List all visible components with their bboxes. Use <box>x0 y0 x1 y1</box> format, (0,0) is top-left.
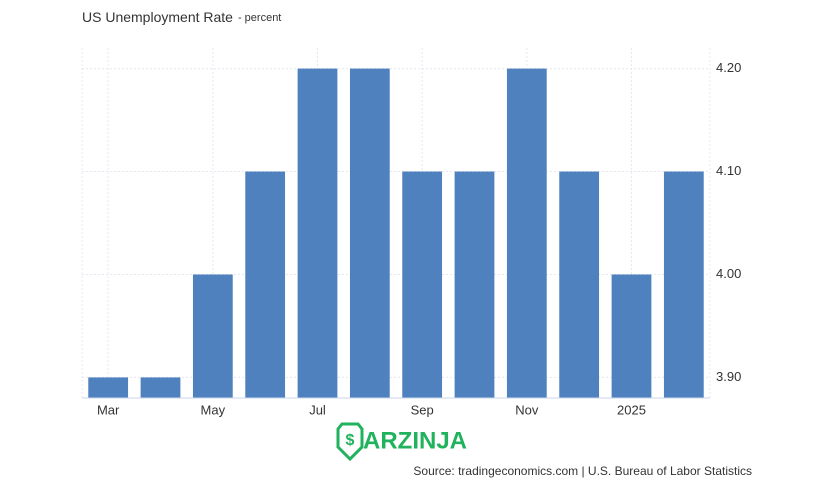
bar <box>297 68 338 399</box>
bar <box>349 68 390 399</box>
y-tick-label: 4.20 <box>716 60 741 75</box>
chart-title: US Unemployment Rate - percent <box>82 9 281 25</box>
x-tick-label: Sep <box>411 402 434 417</box>
x-tick-label: Jul <box>309 402 326 417</box>
bar <box>506 68 547 399</box>
y-tick-label: 3.90 <box>716 369 741 384</box>
title: US Unemployment Rate <box>82 9 233 25</box>
source: Source: tradingeconomics.com | U.S. Bure… <box>413 464 752 478</box>
x-tick-label: Nov <box>515 402 539 417</box>
bar <box>611 274 652 398</box>
y-tick-label: 4.10 <box>716 163 741 178</box>
subtitle: - percent <box>238 12 281 24</box>
logo: $ ARZINJA <box>336 422 467 462</box>
bar <box>140 377 181 398</box>
logo-s: $ <box>346 432 355 449</box>
y-tick-label: 4.00 <box>716 266 741 281</box>
bar <box>245 171 286 398</box>
x-tick-label: 2025 <box>617 402 646 417</box>
logo-icon <box>336 422 364 462</box>
bar <box>402 171 443 398</box>
bar <box>192 274 233 398</box>
bar <box>88 377 129 398</box>
bar <box>454 171 495 398</box>
x-tick-label: May <box>201 402 226 417</box>
bar <box>559 171 600 398</box>
watermark: ARZINJA <box>363 427 467 454</box>
bar <box>663 171 704 398</box>
x-tick-label: Mar <box>97 402 120 417</box>
